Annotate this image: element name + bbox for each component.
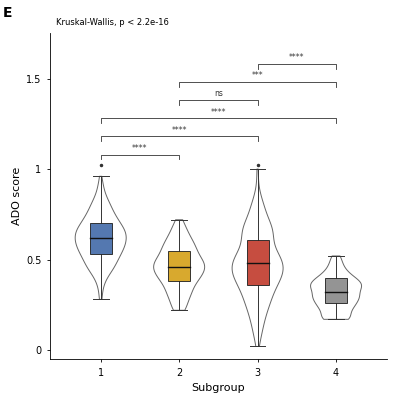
FancyBboxPatch shape — [325, 278, 347, 303]
Text: ***: *** — [252, 71, 264, 80]
Text: ****: **** — [171, 126, 187, 135]
Text: E: E — [2, 6, 12, 20]
Text: ****: **** — [211, 108, 226, 116]
FancyBboxPatch shape — [247, 240, 269, 285]
Text: ****: **** — [132, 144, 148, 153]
FancyBboxPatch shape — [168, 250, 190, 281]
FancyBboxPatch shape — [90, 223, 112, 254]
Text: ns: ns — [214, 90, 223, 98]
Text: ****: **** — [289, 53, 305, 62]
X-axis label: Subgroup: Subgroup — [191, 383, 245, 393]
Y-axis label: ADO score: ADO score — [12, 167, 22, 225]
Text: Kruskal-Wallis, p < 2.2e-16: Kruskal-Wallis, p < 2.2e-16 — [56, 18, 169, 27]
